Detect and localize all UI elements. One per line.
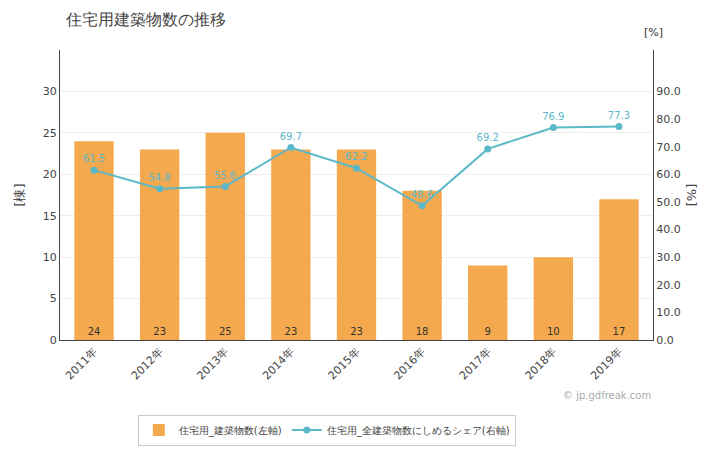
svg-text:2015年: 2015年 [326,346,363,383]
svg-text:2011年: 2011年 [63,346,100,383]
svg-text:55.6: 55.6 [214,170,236,181]
svg-text:住宅用_建築物数(左軸): 住宅用_建築物数(左軸) [179,425,282,437]
svg-text:住宅用建築物数の推移: 住宅用建築物数の推移 [65,10,226,29]
svg-text:2013年: 2013年 [195,346,232,383]
svg-text:9: 9 [485,326,491,337]
svg-text:54.8: 54.8 [149,172,171,183]
svg-text:5: 5 [50,292,57,305]
svg-text:61.5: 61.5 [83,153,105,164]
svg-text:[%]: [%] [684,184,699,207]
svg-text:10: 10 [43,251,57,264]
svg-text:50.0: 50.0 [656,196,681,209]
svg-text:2014年: 2014年 [260,346,297,383]
svg-text:© jp.gdfreak.com: © jp.gdfreak.com [563,390,651,401]
svg-text:2016年: 2016年 [391,346,428,383]
svg-text:10: 10 [547,326,560,337]
svg-text:90.0: 90.0 [656,85,681,98]
svg-text:2019年: 2019年 [588,346,625,383]
svg-text:40.0: 40.0 [656,223,681,236]
svg-text:25: 25 [219,326,232,337]
svg-text:69.7: 69.7 [280,131,302,142]
svg-text:77.3: 77.3 [608,110,630,121]
svg-text:住宅用_全建築物数にしめるシェア(右軸): 住宅用_全建築物数にしめるシェア(右軸) [327,425,510,437]
svg-text:23: 23 [285,326,298,337]
svg-text:25: 25 [43,127,57,140]
svg-text:0: 0 [50,334,57,347]
svg-text:62.2: 62.2 [345,151,367,162]
svg-text:80.0: 80.0 [656,113,681,126]
svg-text:17: 17 [613,326,626,337]
svg-text:69.2: 69.2 [477,132,499,143]
svg-text:10.0: 10.0 [656,306,681,319]
svg-text:23: 23 [350,326,363,337]
svg-text:15: 15 [43,210,57,223]
svg-text:[棟]: [棟] [12,183,27,206]
svg-text:20: 20 [43,168,57,181]
svg-text:24: 24 [88,326,101,337]
svg-text:30.0: 30.0 [656,251,681,264]
svg-text:23: 23 [153,326,166,337]
svg-text:30: 30 [43,85,57,98]
svg-text:20.0: 20.0 [656,279,681,292]
svg-text:60.0: 60.0 [656,168,681,181]
svg-text:2017年: 2017年 [457,346,494,383]
svg-text:18: 18 [416,326,429,337]
svg-text:2018年: 2018年 [523,346,560,383]
svg-text:76.9: 76.9 [542,111,564,122]
svg-text:0.0: 0.0 [656,334,674,347]
svg-text:2012年: 2012年 [129,346,166,383]
svg-text:70.0: 70.0 [656,141,681,154]
svg-text:48.6: 48.6 [411,189,433,200]
svg-text:[%]: [%] [644,26,663,39]
